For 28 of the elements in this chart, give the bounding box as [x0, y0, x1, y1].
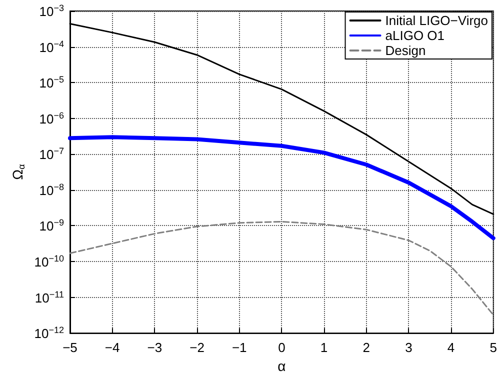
y-tick-label: 10$^{−12}$	[34, 325, 64, 342]
x-tick-label: −3	[147, 340, 162, 356]
y-tick-label: 10$^{−8}$	[39, 182, 64, 198]
y-tick-label: 10$^{−3}$	[39, 3, 64, 19]
x-tick-label: 2	[362, 340, 370, 356]
x-tick-label: −5	[62, 340, 78, 356]
y-tick-label: 10$^{−7}$	[39, 146, 64, 162]
y-tick-label: 10$^{−6}$	[39, 110, 64, 126]
x-tick-label: 5	[490, 340, 497, 356]
x-tick-label: −4	[104, 340, 120, 356]
y-tick-label: 10$^{−10}$	[34, 254, 64, 270]
x-tick-label: −2	[190, 340, 204, 356]
line-series	[68, 135, 496, 240]
x-tick-label: 3	[405, 340, 412, 356]
line-series	[69, 220, 494, 316]
y-tick-label: 10$^{−4}$	[39, 38, 64, 55]
x-axis-title: α	[278, 358, 286, 374]
legend-label: Initial LIGO−Virgo	[385, 13, 488, 28]
legend-label: aLIGO O1	[385, 28, 445, 43]
y-axis-title: Ωα	[10, 164, 26, 180]
x-tick-label: 0	[278, 340, 286, 356]
x-tick-label: −1	[232, 340, 247, 356]
legend-label: Design	[385, 43, 426, 58]
y-tick-label: 10$^{−9}$	[39, 218, 64, 234]
y-tick-label: 10$^{−11}$	[34, 289, 64, 306]
y-tick-label: 10$^{−5}$	[39, 74, 64, 91]
x-tick-label: 4	[447, 340, 455, 356]
x-tick-label: 1	[320, 340, 328, 356]
